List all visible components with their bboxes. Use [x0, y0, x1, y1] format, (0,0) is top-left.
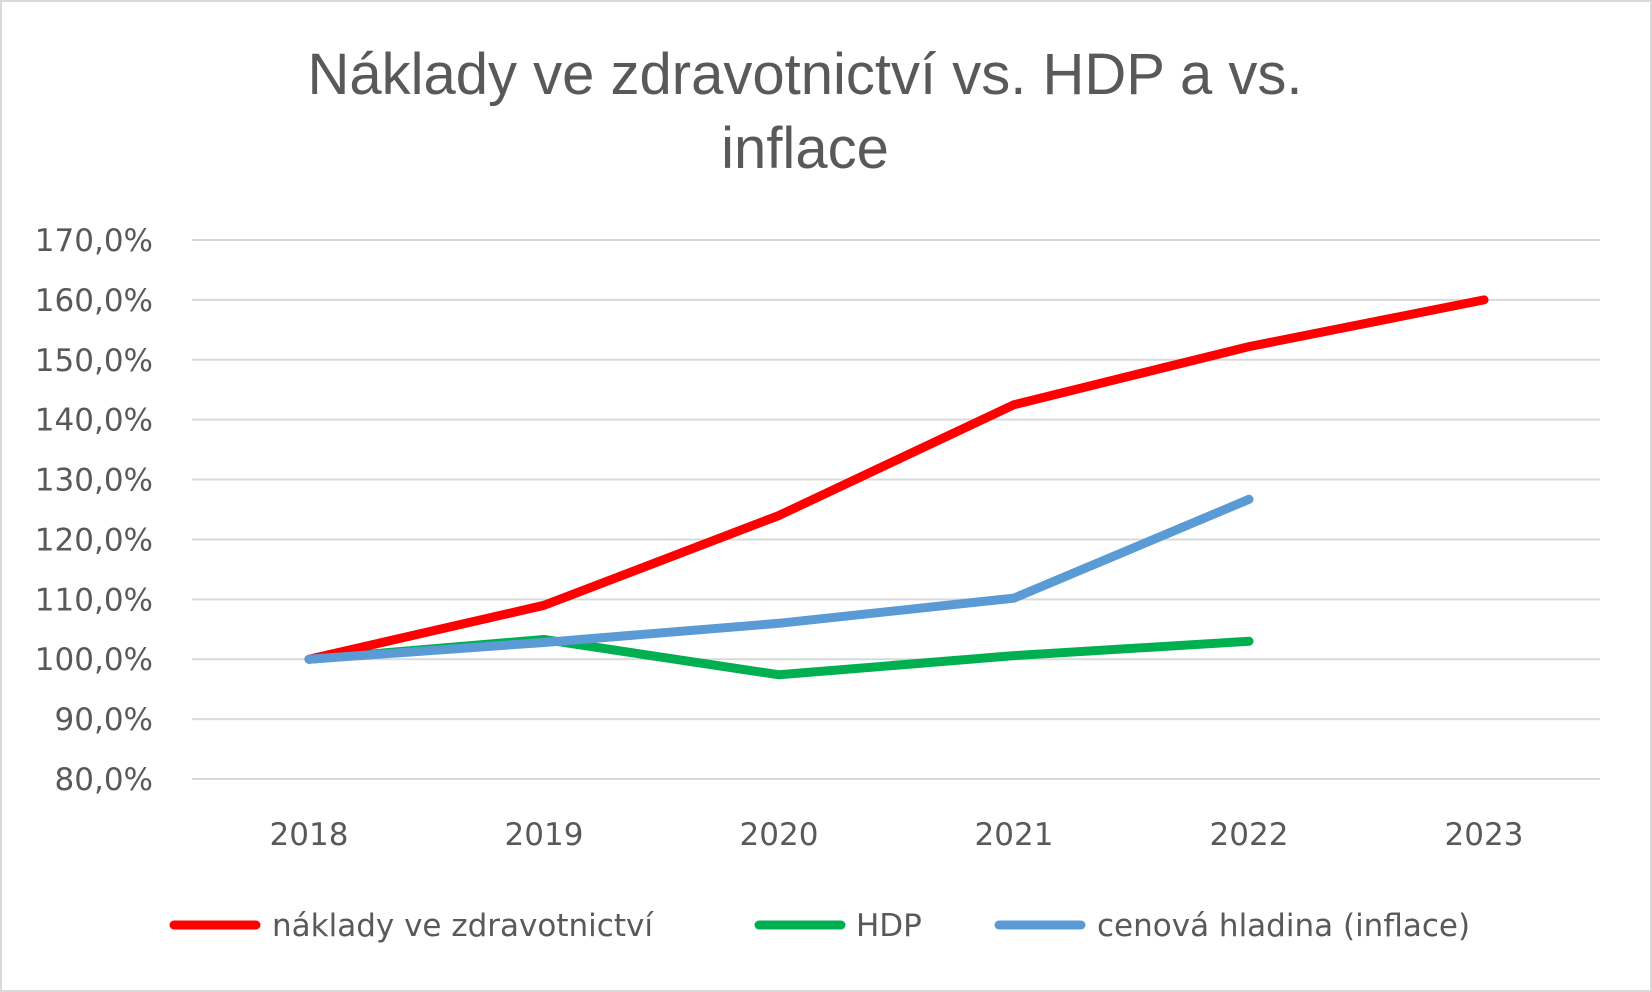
x-tick-label: 2023	[1445, 817, 1524, 853]
legend-label: cenová hladina (inflace)	[1097, 908, 1470, 944]
x-tick-label: 2019	[505, 817, 584, 853]
y-tick-label: 120,0%	[35, 522, 153, 558]
chart-title: Náklady ve zdravotnictví vs. HDP a vs. i…	[0, 38, 1610, 186]
legend-item: HDP	[754, 908, 922, 944]
series-line	[304, 295, 1489, 664]
chart-title-line-1: Náklady ve zdravotnictví vs. HDP a vs.	[307, 42, 1303, 107]
y-tick-label: 80,0%	[55, 762, 153, 798]
y-tick-label: 160,0%	[35, 283, 153, 319]
legend: náklady ve zdravotnictví HDP cenová hladin…	[169, 908, 1470, 944]
x-tick-label: 2018	[270, 817, 349, 853]
series-line	[304, 494, 1254, 664]
x-tick-label: 2022	[1210, 817, 1289, 853]
y-tick-label: 170,0%	[35, 223, 153, 259]
legend-label: HDP	[856, 908, 922, 944]
legend-label: náklady ve zdravotnictví	[272, 908, 654, 944]
y-tick-label: 100,0%	[35, 642, 153, 678]
y-tick-label: 90,0%	[55, 702, 153, 738]
x-axis-ticks: 2018 2019 2020 2021 2022 2023	[270, 817, 1524, 853]
x-tick-label: 2020	[740, 817, 819, 853]
y-axis-ticks: 170,0% 160,0% 150,0% 140,0% 130,0% 120,0% 110,…	[35, 223, 153, 798]
y-tick-label: 140,0%	[35, 403, 153, 439]
y-tick-label: 130,0%	[35, 463, 153, 499]
series-lines	[304, 295, 1489, 680]
legend-item: náklady ve zdravotnictví	[169, 908, 654, 944]
y-tick-label: 150,0%	[35, 343, 153, 379]
y-tick-label: 110,0%	[35, 582, 153, 618]
gridlines	[192, 239, 1600, 780]
chart-title-line-2: inflace	[721, 116, 889, 181]
x-tick-label: 2021	[975, 817, 1054, 853]
legend-item: cenová hladina (inflace)	[994, 908, 1470, 944]
